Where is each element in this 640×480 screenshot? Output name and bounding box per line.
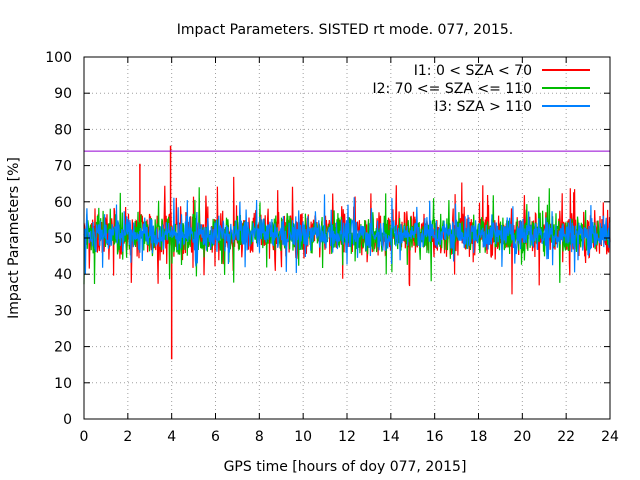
- x-tick-label: 16: [426, 429, 444, 445]
- y-tick-label: 100: [45, 50, 72, 66]
- axis-ticks: 0 2 4 6 8 10 12 14 16 18 20 22 240102030405060708090…: [45, 50, 619, 445]
- legend-label-3: I3: SZA > 110: [434, 99, 532, 115]
- y-tick-label: 10: [54, 376, 72, 392]
- x-tick-label: 8: [255, 429, 264, 445]
- y-tick-label: 50: [54, 231, 72, 247]
- y-tick-label: 40: [54, 267, 72, 283]
- y-tick-label: 70: [54, 159, 72, 175]
- legend-label-1: I1: 0 < SZA < 70: [414, 63, 532, 79]
- chart-title: Impact Parameters. SISTED rt mode. 077, …: [177, 22, 513, 38]
- legend: I1: 0 < SZA < 70 I2: 70 <= SZA <= 110 I3: …: [372, 63, 590, 115]
- y-tick-label: 0: [63, 412, 72, 428]
- x-tick-label: 0: [80, 429, 89, 445]
- x-tick-label: 6: [211, 429, 220, 445]
- x-tick-label: 20: [513, 429, 531, 445]
- y-axis-label: Impact Parameters [%]: [6, 157, 22, 319]
- x-tick-label: 14: [382, 429, 400, 445]
- x-tick-label: 10: [294, 429, 312, 445]
- y-tick-label: 20: [54, 340, 72, 356]
- y-tick-label: 90: [54, 86, 72, 102]
- y-tick-label: 30: [54, 303, 72, 319]
- x-tick-label: 18: [470, 429, 488, 445]
- y-tick-label: 80: [54, 122, 72, 138]
- y-tick-label: 60: [54, 195, 72, 211]
- x-tick-label: 2: [123, 429, 132, 445]
- x-tick-label: 12: [338, 429, 356, 445]
- x-tick-label: 24: [601, 429, 619, 445]
- legend-label-2: I2: 70 <= SZA <= 110: [372, 81, 532, 97]
- x-axis-label: GPS time [hours of doy 077, 2015]: [224, 459, 467, 475]
- x-tick-label: 22: [557, 429, 575, 445]
- x-tick-label: 4: [167, 429, 176, 445]
- series-layer: [83, 145, 611, 360]
- series-line-3: [83, 194, 611, 275]
